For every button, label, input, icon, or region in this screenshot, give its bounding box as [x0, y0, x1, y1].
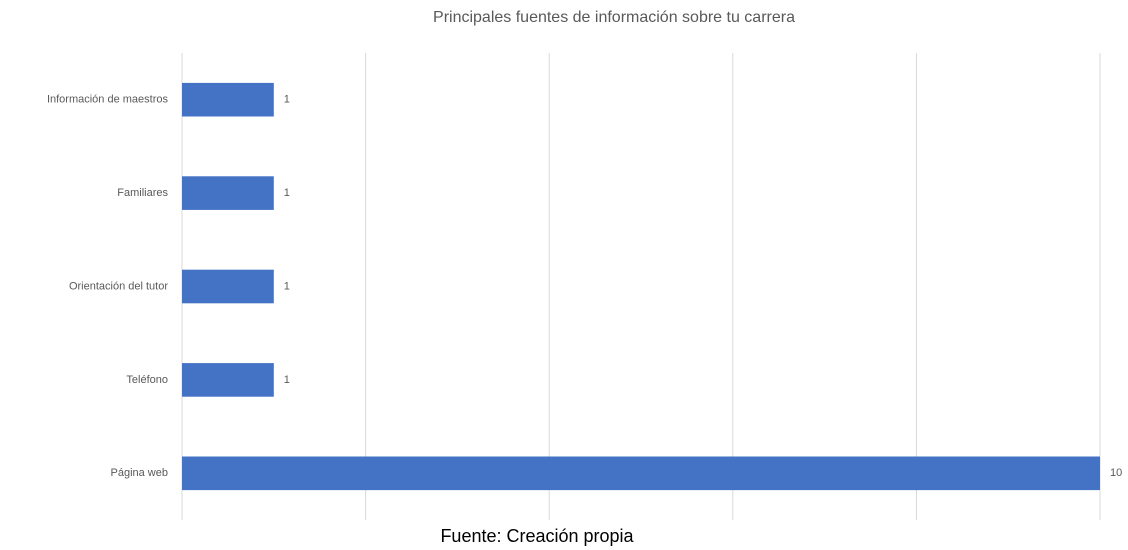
caption: Fuente: Creación propia — [440, 526, 634, 546]
data-label: 10 — [1110, 467, 1122, 479]
chart-title: Principales fuentes de información sobre… — [433, 9, 795, 26]
y-tick-label: Información de maestros — [47, 94, 169, 106]
data-label: 1 — [284, 94, 290, 106]
bar — [182, 176, 274, 210]
y-tick-label: Teléfono — [126, 374, 168, 386]
bar — [182, 82, 274, 117]
bar — [182, 456, 1100, 491]
bar — [182, 269, 274, 304]
y-tick-label: Orientación del tutor — [69, 280, 168, 292]
y-tick-label: Familiares — [117, 187, 168, 199]
data-label: 1 — [284, 280, 290, 292]
data-label: 1 — [284, 187, 290, 199]
y-tick-label: Página web — [111, 467, 169, 479]
bar — [182, 363, 274, 397]
data-label: 1 — [284, 374, 290, 386]
